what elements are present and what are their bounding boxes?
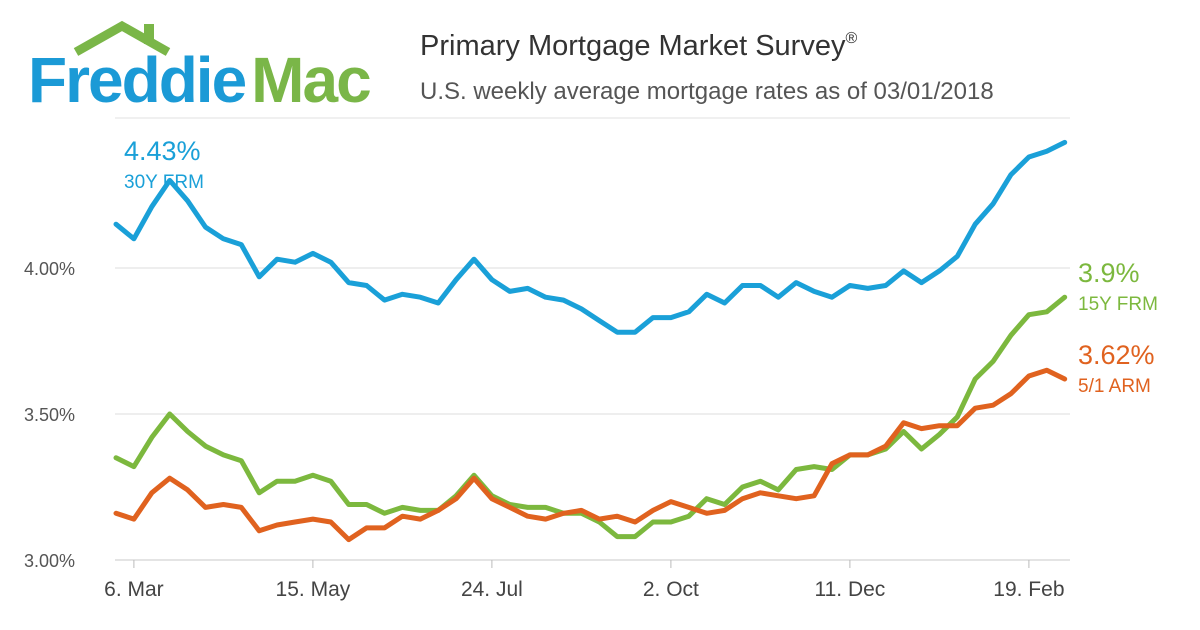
chart-title-text: Primary Mortgage Market Survey [420, 30, 846, 62]
house-roof-icon [73, 20, 171, 56]
x-tick-label: 2. Oct [643, 578, 699, 601]
x-tick-label: 6. Mar [104, 578, 164, 601]
registered-mark: ® [845, 30, 858, 47]
logo-word-freddie: Freddie [28, 44, 247, 116]
series-name-label: 5/1 ARM [1078, 376, 1151, 397]
freddie-mac-logo: FreddieMac [28, 14, 388, 112]
chart-title: Primary Mortgage Market Survey® [420, 30, 857, 63]
series-end-value: 3.62% [1078, 340, 1155, 370]
x-tick-label: 24. Jul [461, 578, 523, 601]
y-tick-label: 4.00% [24, 259, 75, 279]
x-tick-label: 15. May [276, 578, 351, 601]
series-end-value: 4.43% [124, 136, 201, 166]
series-line-30y-frm [113, 139, 1068, 335]
logo-wordmark: FreddieMac [28, 48, 372, 112]
logo-word-mac: Mac [251, 44, 371, 116]
series-line-15y-frm [113, 294, 1068, 540]
y-tick-label: 3.50% [24, 405, 75, 425]
series-name-label: 15Y FRM [1078, 294, 1158, 315]
series-line-5-1-arm [113, 367, 1068, 543]
series-end-value: 3.9% [1078, 258, 1140, 288]
series-name-label: 30Y FRM [124, 172, 204, 193]
y-tick-label: 3.00% [24, 551, 75, 571]
x-tick-label: 11. Dec [814, 578, 885, 601]
x-tick-label: 19. Feb [993, 578, 1064, 601]
chart-subtitle: U.S. weekly average mortgage rates as of… [420, 78, 994, 105]
